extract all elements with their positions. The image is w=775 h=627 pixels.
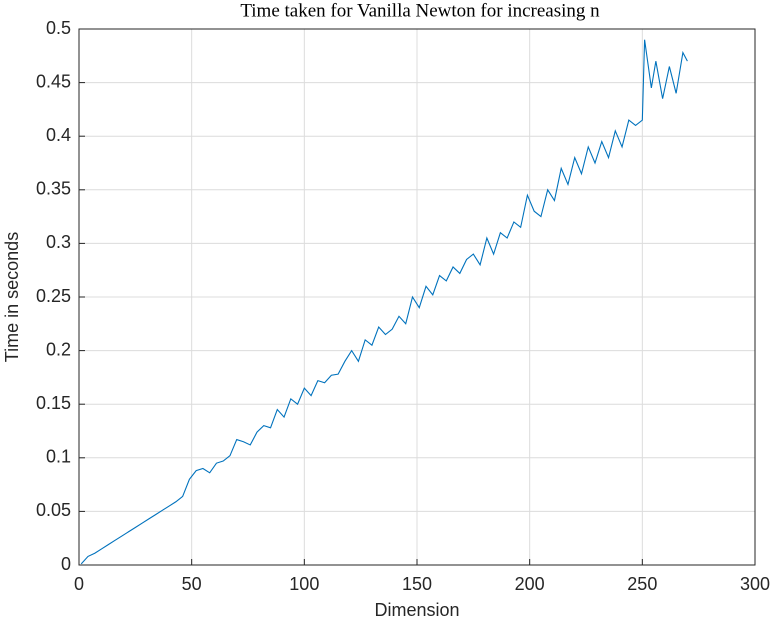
y-tick-label: 0.5 — [46, 18, 71, 38]
y-tick-label: 0.3 — [46, 232, 71, 252]
x-tick-label: 0 — [74, 574, 84, 594]
chart-title: Time taken for Vanilla Newton for increa… — [240, 0, 600, 21]
plot-frame — [78, 28, 756, 566]
y-tick-label: 0 — [61, 554, 71, 574]
y-tick-label: 0.4 — [46, 125, 71, 145]
data-line — [80, 39, 688, 565]
y-tick-label: 0.05 — [36, 500, 71, 520]
x-tick-label: 200 — [515, 574, 545, 594]
x-tick-label: 300 — [740, 574, 770, 594]
y-tick-label: 0.45 — [36, 71, 71, 91]
x-axis-label: Dimension — [374, 600, 459, 620]
x-tick-label: 250 — [627, 574, 657, 594]
y-tick-label: 0.1 — [46, 447, 71, 467]
y-axis-label: Time in seconds — [2, 232, 22, 362]
y-tick-label: 0.2 — [46, 339, 71, 359]
x-tick-label: 100 — [289, 574, 319, 594]
y-tick-label: 0.15 — [36, 393, 71, 413]
y-tick-label: 0.35 — [36, 179, 71, 199]
y-tick-label: 0.25 — [36, 286, 71, 306]
x-tick-label: 150 — [402, 574, 432, 594]
x-tick-label: 50 — [182, 574, 202, 594]
